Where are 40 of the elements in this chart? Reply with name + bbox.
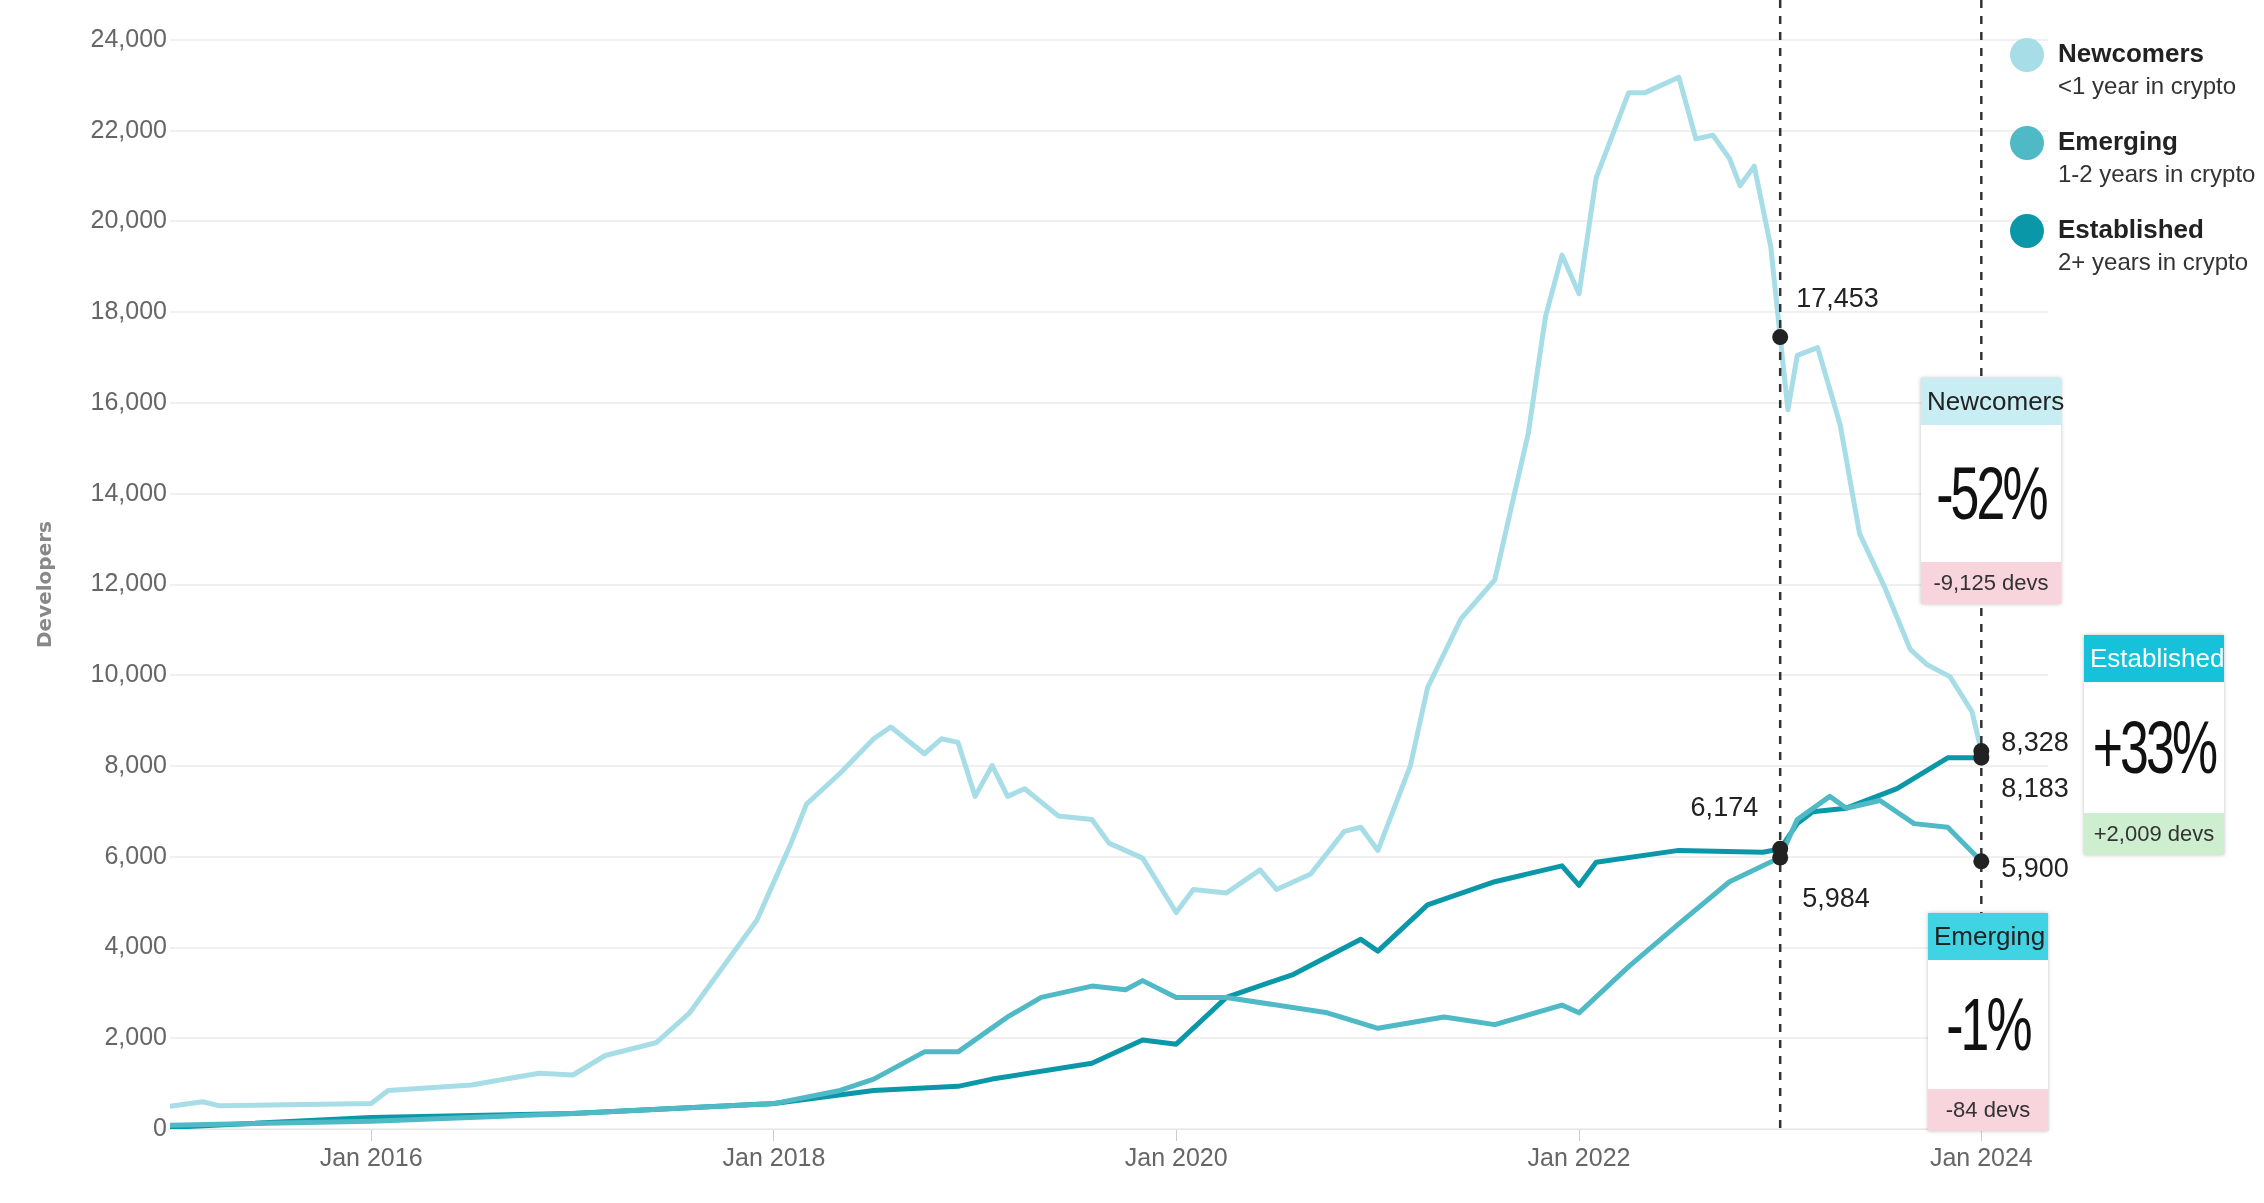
y-tick-label: 22,000: [90, 114, 167, 143]
y-tick-label: 24,000: [90, 23, 167, 52]
annotation: 5,900: [2001, 852, 2069, 883]
text: <1 year in crypto: [2058, 71, 2237, 101]
annotation: -1%: [1946, 982, 2030, 1068]
annotation: -9,125 devs: [1921, 562, 2061, 604]
annotation: 8,183: [2001, 773, 2069, 804]
x-tick-label: Jan 2018: [722, 1142, 826, 1171]
y-tick-label: 20,000: [90, 205, 167, 234]
y-tick-label: 4,000: [104, 931, 167, 960]
x-tick-label: Jan 2024: [1929, 1142, 2033, 1171]
annotation: 5,984: [1802, 882, 1870, 913]
y-tick-label: 8,000: [104, 749, 167, 778]
annotation: -52%: [1936, 451, 2046, 537]
annotation: Newcomers: [1926, 385, 2065, 418]
annotation: 17,453: [1796, 282, 1879, 313]
y-tick-label: 0: [153, 1112, 167, 1141]
y-tick-label: 6,000: [104, 840, 167, 869]
y-tick-label: 10,000: [90, 659, 167, 688]
legend-label: Newcomers: [2058, 37, 2205, 70]
annotation: Emerging: [1928, 913, 2048, 960]
y-tick-label: 16,000: [90, 386, 167, 415]
y-tick-label: 14,000: [90, 477, 167, 506]
text: 2+ years in crypto: [2058, 247, 2249, 277]
annotation: -84 devs: [1928, 1089, 2048, 1131]
annotation: 8,328: [2001, 726, 2069, 757]
legend-label: Established: [2058, 213, 2205, 246]
text: +33%: [2092, 705, 2216, 791]
y-tick-label: 12,000: [90, 568, 167, 597]
x-tick-label: Jan 2022: [1527, 1142, 1631, 1171]
y-tick-label: 18,000: [90, 296, 167, 325]
x-tick-label: Jan 2016: [319, 1142, 423, 1171]
legend-label: Emerging: [2058, 125, 2179, 158]
y-tick-label: 2,000: [104, 1022, 167, 1051]
text: +2,009 devs: [2084, 813, 2224, 855]
text: Established: [2084, 635, 2225, 682]
text: 1-2 years in crypto: [2058, 159, 2256, 189]
annotation: 6,174: [1690, 792, 1759, 823]
x-tick-label: Jan 2020: [1124, 1142, 1228, 1171]
y-axis-title: Developers: [32, 520, 57, 649]
